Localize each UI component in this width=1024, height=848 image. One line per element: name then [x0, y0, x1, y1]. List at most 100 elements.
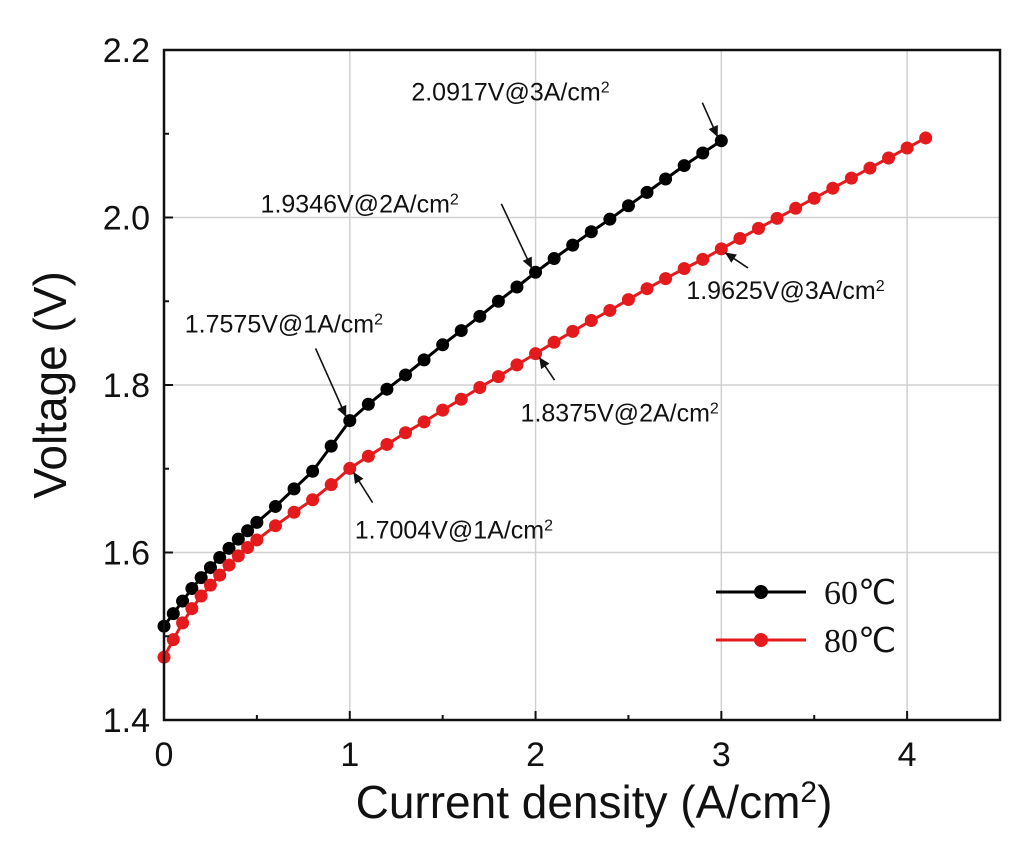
series-0-point-7	[222, 541, 236, 555]
annotation-arrow-2	[314, 348, 347, 418]
series-0-point-27	[566, 238, 580, 252]
annotation-label-sup: 2	[710, 400, 719, 417]
annotation-1: 1.9346V@2A/cm2	[261, 190, 533, 270]
series-0-point-14	[324, 439, 338, 453]
x-tick-label-3: 3	[712, 736, 731, 774]
x-axis-title: Current density (A/cm2)	[356, 776, 833, 829]
series-1-point-37	[751, 221, 765, 235]
series-0-point-10	[250, 515, 264, 529]
series-1-point-29	[603, 303, 617, 317]
series-1-point-32	[659, 272, 673, 286]
series-0-point-6	[213, 551, 227, 565]
annotation-label-main: 1.9625V@3A/cm	[686, 277, 875, 305]
series-0-point-23	[491, 294, 505, 308]
x-tick-label-0: 0	[155, 736, 174, 774]
series-1-point-25	[529, 347, 543, 361]
series-0-point-8	[231, 532, 245, 546]
annotation-arrow-1	[500, 203, 533, 270]
annotation-label-main: 1.9346V@2A/cm	[261, 190, 450, 218]
series-0-point-35	[714, 134, 728, 148]
series-1-point-15	[343, 461, 357, 475]
series-0-point-3	[185, 582, 199, 596]
series-0-point-17	[380, 382, 394, 396]
annotation-arrowhead-1	[522, 256, 532, 269]
series-0-point-13	[306, 464, 320, 478]
grid	[164, 50, 1000, 720]
series-0-point-30	[621, 199, 635, 213]
x-axis-title-sup: 2	[800, 776, 817, 809]
series-1-point-24	[510, 358, 524, 372]
annotation-label-3: 1.9625V@3A/cm2	[686, 277, 884, 305]
series-1-point-33	[677, 262, 691, 276]
x-tick-label-1: 1	[340, 736, 359, 774]
y-axis-title: Voltage (V)	[24, 271, 76, 499]
series-0-point-12	[287, 482, 301, 496]
series-0-point-24	[510, 280, 524, 294]
series-1-point-45	[900, 141, 914, 155]
series-1-point-19	[417, 415, 431, 429]
series-1-point-17	[380, 437, 394, 451]
annotation-label-sup: 2	[601, 79, 610, 96]
series-0-point-9	[241, 524, 255, 538]
series-0-point-16	[361, 397, 375, 411]
series-1-point-20	[436, 403, 450, 417]
y-tick-label-2: 1.8	[103, 367, 150, 405]
x-tick-label-2: 2	[526, 736, 545, 774]
series-1-point-21	[454, 392, 468, 406]
series-1-point-22	[473, 381, 487, 395]
series-1-point-8	[231, 549, 245, 563]
series-0-point-4	[194, 571, 208, 585]
annotation-2: 1.7575V@1A/cm2	[185, 311, 383, 418]
annotation-arrowhead-5	[353, 472, 364, 484]
series-1-point-14	[324, 478, 338, 492]
series-layer	[157, 131, 933, 664]
series-0-point-25	[529, 265, 543, 279]
series-1-point-2	[176, 616, 190, 630]
annotation-label-sup: 2	[450, 191, 459, 208]
annotation-label-main: 1.7004V@1A/cm	[355, 516, 544, 544]
series-1-point-11	[268, 519, 282, 533]
annotation-0: 2.0917V@3A/cm2	[411, 79, 719, 138]
legend-label-1: 80℃	[824, 623, 896, 660]
series-0-point-33	[677, 159, 691, 173]
series-0-point-34	[696, 146, 710, 160]
annotation-label-0: 2.0917V@3A/cm2	[411, 79, 609, 107]
annotation-layer: 2.0917V@3A/cm21.9346V@2A/cm21.7575V@1A/c…	[185, 79, 885, 545]
annotation-label-2: 1.7575V@1A/cm2	[185, 311, 383, 339]
series-1-point-27	[566, 324, 580, 338]
annotation-label-sup: 2	[374, 311, 383, 328]
annotation-label-1: 1.9346V@2A/cm2	[261, 190, 459, 218]
ticks: 0 1 2 3 4 1.4 1.6 1.8 2.0 2.2	[103, 32, 917, 774]
series-1-point-34	[696, 252, 710, 266]
series-1-point-46	[919, 131, 933, 145]
annotation-arrowhead-3	[724, 252, 737, 263]
series-0-point-28	[584, 225, 598, 239]
series-1-point-23	[491, 370, 505, 384]
series-1-point-35	[714, 242, 728, 256]
annotation-label-4: 1.8375V@2A/cm2	[521, 400, 719, 428]
series-0-point-21	[454, 324, 468, 338]
annotation-label-main: 2.0917V@3A/cm	[411, 79, 600, 107]
series-1-point-40	[807, 191, 821, 205]
series-0-point-20	[436, 338, 450, 352]
series-0-point-22	[473, 309, 487, 323]
series-1-point-5	[203, 578, 217, 592]
series-0-point-5	[203, 561, 217, 575]
annotation-5: 1.7004V@1A/cm2	[352, 471, 553, 544]
series-1-point-38	[770, 211, 784, 225]
legend: 60℃80℃	[716, 575, 896, 660]
legend-label-0: 60℃	[824, 575, 896, 612]
series-1-point-10	[250, 533, 264, 547]
series-1-point-13	[306, 493, 320, 507]
annotation-3: 1.9625V@3A/cm2	[686, 251, 885, 305]
series-0	[157, 134, 728, 633]
series-1-point-30	[621, 293, 635, 307]
legend-item-0: 60℃	[716, 575, 896, 612]
y-tick-label-4: 2.2	[103, 32, 150, 70]
series-1-point-16	[361, 449, 375, 463]
series-1-point-42	[844, 171, 858, 185]
legend-marker-1	[754, 633, 768, 647]
series-1	[157, 131, 933, 664]
x-tick-label-4: 4	[898, 736, 917, 774]
